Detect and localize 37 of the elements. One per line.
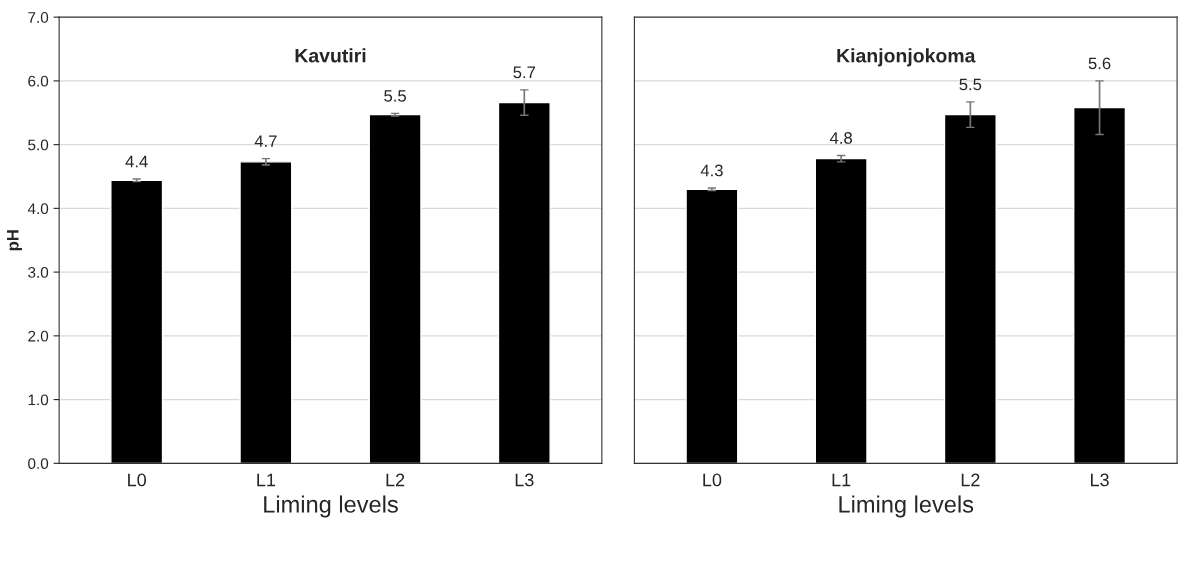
bar (368, 113, 422, 464)
x-axis-title: Liming levels (839, 495, 974, 518)
data-label: 5.5 (959, 78, 982, 91)
x-tick-label: L0 (128, 473, 147, 487)
data-label: 5.5 (384, 90, 406, 102)
data-label: 4.4 (125, 155, 148, 168)
x-axis-title: Liming levels (264, 495, 398, 518)
x-tick-label: L2 (386, 473, 405, 487)
x-tick-label: L0 (703, 473, 722, 487)
x-tick-label: L2 (961, 473, 980, 487)
text: Kianjonjokoma (837, 48, 976, 67)
bar (110, 179, 164, 464)
x-tick-label: L3 (515, 473, 534, 487)
y-tick-label: 5.0 (28, 139, 49, 151)
data-label: 4.3 (700, 164, 723, 177)
y-tick-label: 4.0 (27, 203, 49, 215)
x-tick-label: L1 (257, 473, 276, 487)
y-axis-title: pH (7, 230, 22, 251)
bar (1073, 106, 1127, 464)
text: Kavutiri (295, 48, 366, 63)
y-tick-label: 7.0 (28, 12, 49, 23)
x-tick-label: L3 (1091, 473, 1109, 487)
y-tick-label: 2.0 (28, 330, 49, 342)
data-label: 5.7 (513, 66, 536, 79)
y-tick-label: 3.0 (28, 266, 49, 278)
data-label: 5.6 (1088, 57, 1111, 70)
bar (943, 113, 997, 464)
bar (814, 157, 868, 464)
y-tick-label: 6.0 (28, 75, 49, 87)
x-tick-label: L1 (832, 473, 851, 487)
data-label: 4.7 (254, 135, 277, 147)
y-tick-label: 0.0 (28, 458, 49, 470)
bar (497, 101, 551, 464)
data-label: 4.8 (829, 132, 852, 144)
bar (239, 161, 293, 464)
bar (685, 188, 739, 464)
y-tick-label: 1.0 (28, 394, 49, 406)
